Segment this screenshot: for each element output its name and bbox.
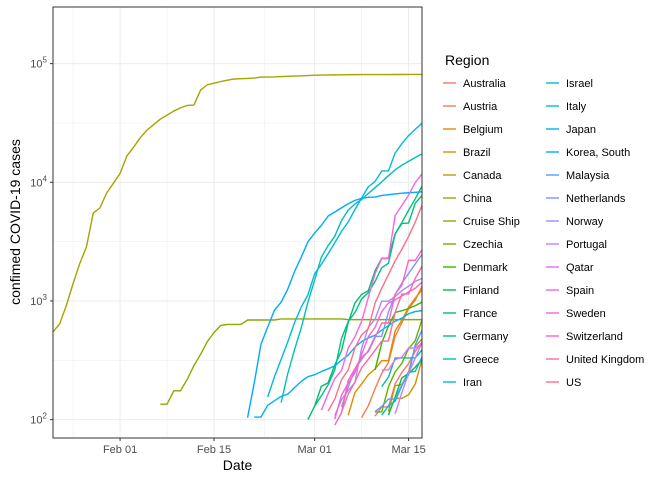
- series-line-belgium: [347, 289, 422, 416]
- legend-label-iran: Iran: [463, 377, 482, 389]
- series-line-us: [327, 204, 422, 412]
- legend-label-canada: Canada: [463, 170, 502, 182]
- series-line-sweden: [334, 281, 422, 420]
- series-line-china: [53, 73, 422, 333]
- legend-label-portugal: Portugal: [566, 239, 607, 251]
- y-tick-label: 105: [30, 56, 47, 71]
- legend-title: Region: [445, 52, 489, 68]
- series-line-finland: [387, 359, 422, 416]
- series-line-norway: [334, 277, 422, 416]
- legend-label-czechia: Czechia: [463, 239, 504, 251]
- legend-label-finland: Finland: [463, 285, 499, 297]
- legend-label-united-kingdom: United Kingdom: [566, 354, 644, 366]
- legend-label-australia: Australia: [463, 78, 507, 90]
- x-tick-label: Mar 15: [391, 444, 425, 456]
- legend-label-japan: Japan: [566, 124, 596, 136]
- x-tick-label: Feb 15: [197, 444, 231, 456]
- series-line-czechia: [375, 319, 422, 413]
- series-line-france: [307, 195, 422, 420]
- x-axis: Feb 01 Feb 15 Mar 01 Mar 15: [103, 438, 426, 456]
- legend-label-cruise-ship: Cruise Ship: [463, 216, 520, 228]
- series-line-iran: [280, 153, 422, 403]
- minor-gridlines-x: [72, 7, 362, 438]
- plot-panel-border: [52, 6, 423, 439]
- y-tick-label: 102: [30, 412, 47, 427]
- series-line-japan: [254, 309, 422, 418]
- y-tick-label: 103: [30, 293, 47, 308]
- legend-label-italy: Italy: [566, 101, 587, 113]
- legend: Region Australia Austria Belgium Brazil Cana…: [443, 52, 644, 389]
- legend-label-switzerland: Switzerland: [566, 331, 623, 343]
- y-axis: 102 103 104 105: [30, 56, 53, 427]
- legend-label-norway: Norway: [566, 216, 604, 228]
- series-line-portugal: [394, 342, 422, 414]
- series-line-italy: [267, 122, 422, 398]
- legend-label-denmark: Denmark: [463, 262, 508, 274]
- series-line-germany: [314, 185, 422, 407]
- legend-label-brazil: Brazil: [463, 147, 491, 159]
- legend-label-us: US: [566, 377, 581, 389]
- series-line-qatar: [381, 342, 422, 371]
- series-line-switzerland: [334, 249, 422, 426]
- legend-label-israel: Israel: [566, 78, 593, 90]
- x-tick-label: Mar 01: [298, 444, 332, 456]
- series-lines: [53, 73, 422, 426]
- series-line-united-kingdom: [340, 265, 422, 413]
- legend-label-germany: Germany: [463, 331, 509, 343]
- legend-label-sweden: Sweden: [566, 308, 606, 320]
- plot-panel: [53, 7, 422, 438]
- legend-label-qatar: Qatar: [566, 262, 594, 274]
- series-line-spain: [320, 173, 422, 411]
- legend-label-netherlands: Netherlands: [566, 193, 626, 205]
- legend-label-spain: Spain: [566, 285, 594, 297]
- series-line-malaysia: [374, 329, 422, 413]
- series-line-korea-south: [246, 191, 422, 418]
- legend-label-belgium: Belgium: [463, 124, 503, 136]
- legend-label-china: China: [463, 193, 493, 205]
- legend-label-greece: Greece: [463, 354, 499, 366]
- legend-label-france: France: [463, 308, 497, 320]
- legend-label-austria: Austria: [463, 101, 498, 113]
- y-axis-title: confimed COVID-19 cases: [7, 139, 23, 305]
- x-tick-label: Feb 01: [103, 444, 137, 456]
- legend-label-korea-south: Korea, South: [566, 147, 630, 159]
- series-line-austria: [361, 285, 422, 418]
- legend-label-malaysia: Malaysia: [566, 170, 610, 182]
- y-tick-label: 104: [30, 174, 47, 189]
- x-axis-title: Date: [223, 457, 253, 473]
- series-line-denmark: [374, 301, 422, 371]
